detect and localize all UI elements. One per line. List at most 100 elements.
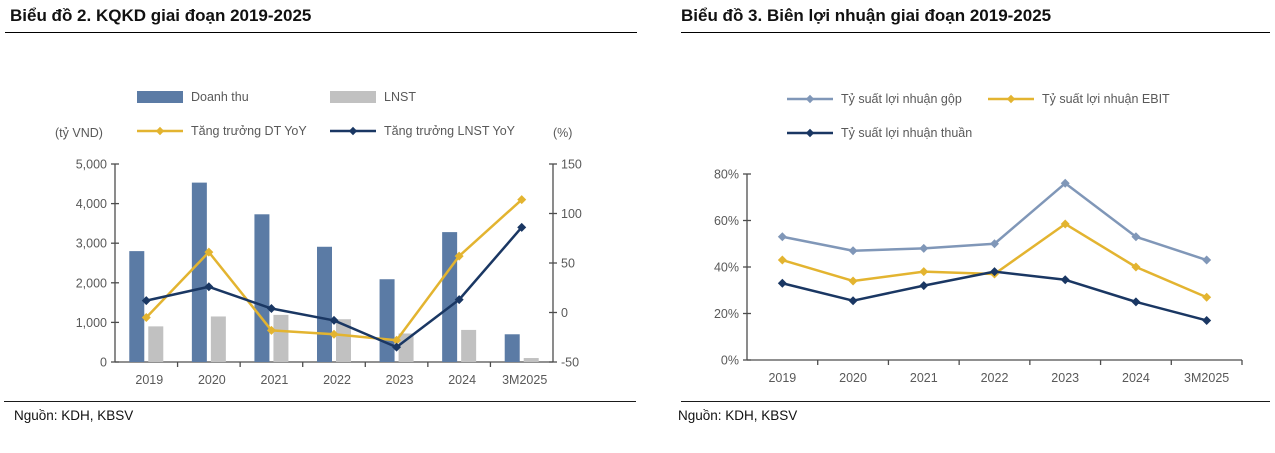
legend-label: Tỷ suất lợi nhuận thuần <box>841 126 973 140</box>
source-divider <box>681 401 1270 402</box>
point-marker <box>848 296 858 306</box>
legend-bar-swatch <box>137 91 183 103</box>
point-marker <box>1202 255 1212 265</box>
legend-label: Tăng trưởng DT YoY <box>191 124 307 138</box>
point-marker <box>454 251 464 261</box>
left-axis-tick-label: 4,000 <box>76 197 107 211</box>
point-marker <box>848 246 858 256</box>
left-axis-tick-label: 0 <box>100 356 107 370</box>
legend-line-swatch <box>137 125 183 137</box>
source-note: Nguồn: KDH, KBSV <box>678 408 798 423</box>
right-axis-tick-label: 150 <box>561 158 582 172</box>
axes: 0% 20% 40% 60% 80% 2019 2020 2021 2022 2023 2024 3M… <box>714 168 1243 385</box>
series-tang-truong-lnst-yoy <box>141 222 527 352</box>
point-marker <box>454 295 464 305</box>
point-marker <box>204 247 214 257</box>
point-marker <box>848 276 858 286</box>
legend-label: Doanh thu <box>191 90 249 104</box>
point-marker <box>1060 178 1070 188</box>
point-marker <box>204 282 214 292</box>
y-axis-tick-label: 40% <box>714 261 739 275</box>
point-marker <box>1202 292 1212 302</box>
x-axis-label: 2023 <box>1051 371 1079 385</box>
bar-lnst <box>461 329 477 362</box>
x-axis-label: 2022 <box>981 371 1009 385</box>
right-axis-unit-label: (%) <box>553 126 573 140</box>
legend-marker <box>805 128 815 138</box>
kqkd-plot: 0 1,000 2,000 3,000 4,000 5,000 -50 0 50 100 150 20… <box>76 158 582 388</box>
right-axis-tick-label: 0 <box>561 306 568 320</box>
x-axis-label: 2022 <box>323 373 351 387</box>
point-marker <box>266 304 276 314</box>
point-marker <box>392 342 402 352</box>
x-axis-label: 3M2025 <box>502 373 547 387</box>
x-axis-label: 2021 <box>910 371 938 385</box>
legend-item: Doanh thu <box>137 90 249 104</box>
legend-line-swatch <box>787 127 833 139</box>
point-marker <box>777 278 787 288</box>
point-marker <box>777 232 787 242</box>
point-marker <box>777 255 787 265</box>
point-marker <box>517 195 527 205</box>
series-ty-suat-loi-nhuan-thuan <box>777 267 1212 325</box>
point-marker <box>919 243 929 253</box>
legend-item: Tỷ suất lợi nhuận EBIT <box>988 92 1170 106</box>
source-divider <box>4 401 636 402</box>
legend-label: Tỷ suất lợi nhuận EBIT <box>1042 92 1170 106</box>
left-axis-tick-label: 3,000 <box>76 237 107 251</box>
x-axis-label: 2020 <box>839 371 867 385</box>
point-marker <box>266 325 276 335</box>
bar-lnst <box>398 333 414 362</box>
legend-marker <box>1006 94 1016 104</box>
source-note: Nguồn: KDH, KBSV <box>14 408 134 423</box>
y-axis-tick-label: 80% <box>714 168 739 182</box>
x-axis-label: 2024 <box>1122 371 1150 385</box>
right-axis-tick-label: -50 <box>561 356 579 370</box>
title-divider <box>681 32 1270 33</box>
legend-line-swatch <box>988 93 1034 105</box>
legend-item: Tăng trưởng DT YoY <box>137 124 307 138</box>
y-axis-tick-label: 20% <box>714 307 739 321</box>
legend-marker <box>155 126 165 136</box>
bar-doanh-thu <box>191 182 207 362</box>
x-axis-label: 2023 <box>386 373 414 387</box>
point-marker <box>1131 232 1141 242</box>
series-tang-truong-dt-yoy <box>141 195 527 345</box>
x-axis-label: 2019 <box>135 373 163 387</box>
point-marker <box>517 222 527 232</box>
legend-marker <box>805 94 815 104</box>
legend-line-swatch <box>330 125 376 137</box>
legend-bar-swatch <box>330 91 376 103</box>
legend-line-swatch <box>787 93 833 105</box>
point-marker <box>1202 315 1212 325</box>
y-axis-tick-label: 0% <box>721 354 739 368</box>
legend-label: LNST <box>384 90 416 104</box>
x-axis-label: 3M2025 <box>1184 371 1229 385</box>
bar-lnst <box>148 326 164 362</box>
bar-lnst <box>336 319 351 362</box>
chart-title: Biểu đồ 2. KQKD giai đoạn 2019-2025 <box>10 6 312 25</box>
y-axis-tick-label: 60% <box>714 214 739 228</box>
point-marker <box>1131 297 1141 307</box>
series-lnst <box>148 314 539 362</box>
point-marker <box>1131 262 1141 272</box>
x-axis-label: 2019 <box>768 371 796 385</box>
legend-marker <box>348 126 358 136</box>
left-axis-tick-label: 1,000 <box>76 316 107 330</box>
point-marker <box>392 335 402 345</box>
bar-lnst <box>210 316 226 362</box>
right-axis-tick-label: 100 <box>561 207 582 221</box>
point-marker <box>990 239 999 249</box>
x-axis-label: 2021 <box>261 373 289 387</box>
legend-item: Tăng trưởng LNST YoY <box>330 124 515 138</box>
legend-item: Tỷ suất lợi nhuận thuần <box>787 126 972 140</box>
point-marker <box>919 267 929 277</box>
point-marker <box>329 315 339 325</box>
x-axis-label: 2024 <box>448 373 476 387</box>
left-axis-tick-label: 2,000 <box>76 276 107 290</box>
point-marker <box>919 281 929 291</box>
point-marker <box>141 296 151 306</box>
legend-label: Tăng trưởng LNST YoY <box>384 124 515 138</box>
point-marker <box>1060 219 1070 229</box>
